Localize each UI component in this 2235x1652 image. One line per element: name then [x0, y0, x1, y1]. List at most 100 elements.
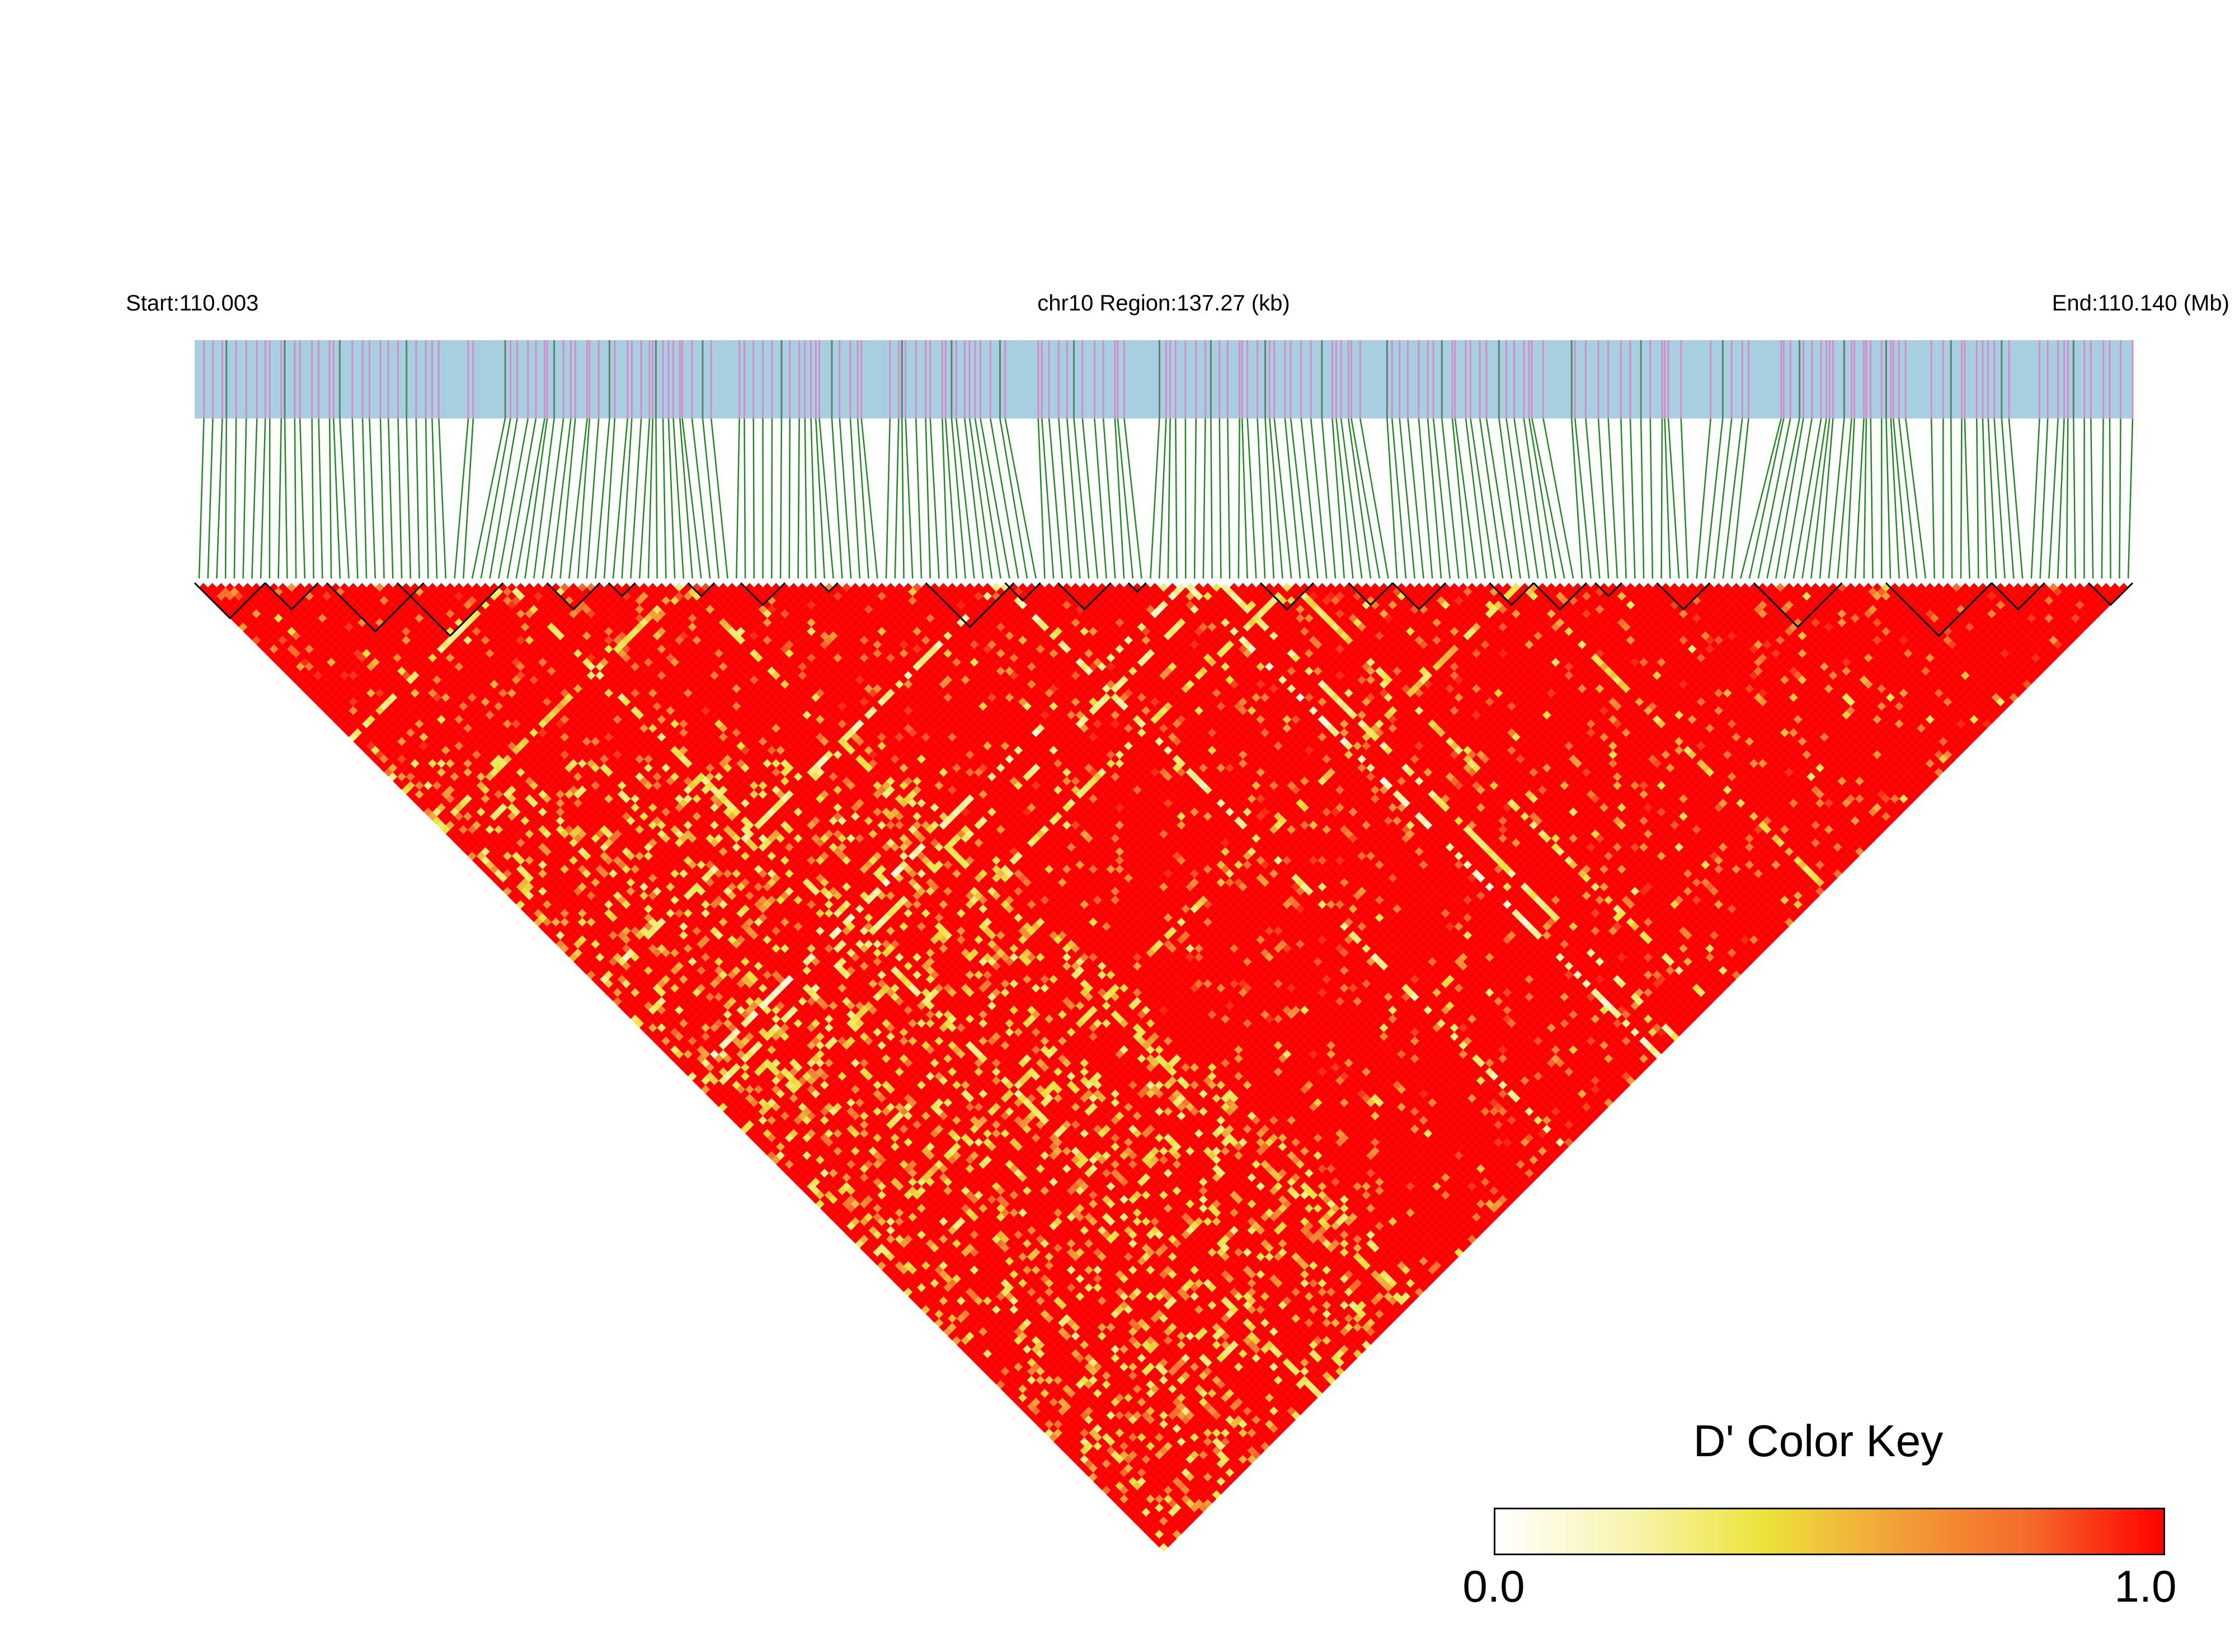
- ld-cell: [362, 746, 371, 755]
- snp-connector: [328, 418, 332, 579]
- ld-cell: [652, 1028, 662, 1037]
- snp-connector: [1273, 418, 1292, 579]
- snp-connector: [2065, 418, 2069, 579]
- snp-connector: [1432, 418, 1451, 579]
- snp-connector: [351, 418, 359, 579]
- ld-cell: [991, 1376, 1001, 1385]
- ld-cell: [1093, 1477, 1102, 1486]
- ld-cell: [802, 1177, 812, 1187]
- ld-cell: [410, 785, 420, 794]
- snp-connector: [1905, 418, 1927, 579]
- snp-connector: [788, 418, 791, 579]
- ld-cell: [247, 631, 257, 641]
- snp-connector: [1347, 418, 1372, 579]
- ld-cell: [428, 812, 437, 821]
- ld-cell: [617, 992, 627, 1001]
- snp-connector: [2008, 418, 2024, 579]
- ld-cell: [577, 953, 587, 962]
- ld-cell: [987, 1371, 996, 1380]
- snp-connector: [1386, 418, 1398, 579]
- snp-connector: [894, 418, 900, 579]
- ld-cell: [745, 1129, 754, 1138]
- ld-cell: [344, 728, 354, 737]
- snp-connector: [1310, 418, 1328, 579]
- snp-connector: [968, 418, 993, 579]
- snp-connector: [224, 418, 227, 579]
- ld-cell: [432, 807, 441, 817]
- ld-cell: [983, 1367, 992, 1376]
- ld-cell: [287, 671, 297, 680]
- ld-cell: [758, 1142, 768, 1151]
- snp-connector: [299, 418, 306, 579]
- ld-cell: [481, 856, 490, 865]
- snp-connector: [1607, 418, 1618, 579]
- ld-cell: [745, 1120, 754, 1129]
- ld-cell: [842, 1226, 851, 1235]
- snp-connector: [1819, 418, 1834, 579]
- snp-connector: [999, 418, 1028, 579]
- snp-connector: [2057, 418, 2065, 579]
- ld-cell: [776, 1151, 785, 1160]
- snp-connector: [667, 418, 676, 579]
- snp-connector: [1810, 418, 1831, 579]
- snp-connector: [1982, 418, 1988, 579]
- snp-connector: [1158, 418, 1167, 579]
- ld-cell: [424, 807, 433, 817]
- snp-connector: [1004, 418, 1037, 579]
- snp-connector: [1585, 418, 1601, 579]
- snp-connector: [849, 418, 861, 579]
- snp-connector: [1284, 418, 1301, 579]
- ld-cell: [569, 953, 578, 962]
- ld-cell: [727, 1102, 737, 1112]
- ld-cell: [402, 785, 411, 794]
- ld-cell: [820, 1195, 829, 1204]
- snp-connector: [397, 418, 403, 579]
- snp-connector: [339, 418, 350, 579]
- ld-cell: [331, 706, 340, 716]
- snp-connector: [369, 418, 377, 579]
- ld-cell: [256, 640, 265, 649]
- ld-cell: [749, 1133, 759, 1142]
- snp-connector: [1058, 418, 1072, 579]
- ld-cell: [974, 1358, 984, 1367]
- snp-connector: [1193, 418, 1197, 579]
- snp-connector: [542, 418, 564, 579]
- snp-connector: [480, 418, 511, 579]
- ld-cell: [353, 737, 363, 746]
- ld-cell: [692, 1076, 702, 1085]
- snp-connector: [771, 418, 773, 579]
- ld-cell: [626, 1001, 636, 1010]
- ld-cell: [349, 732, 358, 742]
- ld-cell: [357, 741, 367, 751]
- snp-connector: [929, 418, 940, 579]
- ld-cell: [868, 1243, 878, 1253]
- snp-connector: [944, 418, 958, 579]
- ld-cell: [675, 1049, 684, 1059]
- ld-cell: [859, 1243, 869, 1253]
- ld-cell: [503, 887, 512, 896]
- ld-cell: [784, 1160, 794, 1169]
- ld-cell: [705, 1080, 714, 1090]
- ld-cell: [490, 864, 499, 874]
- ld-cell: [965, 1349, 975, 1358]
- ld-cell: [362, 737, 371, 746]
- ld-cell: [1141, 1525, 1151, 1535]
- gene-track: [195, 340, 2134, 418]
- ld-cell: [296, 671, 305, 680]
- snp-connector: [497, 418, 529, 579]
- ld-cell: [283, 657, 292, 667]
- ld-cell: [221, 596, 230, 605]
- ld-cell: [525, 900, 534, 909]
- ld-cell: [613, 988, 622, 997]
- snp-connector: [1784, 418, 1813, 579]
- snp-connector: [1837, 418, 1852, 579]
- ld-cell: [542, 926, 552, 935]
- snp-connector: [1290, 418, 1310, 579]
- ld-cell: [1155, 1538, 1164, 1548]
- snp-connector: [1597, 418, 1610, 579]
- ld-cell: [256, 631, 265, 641]
- snp-connector: [454, 418, 469, 579]
- snp-connector: [662, 418, 667, 579]
- ld-cell: [833, 1217, 843, 1226]
- snp-connector: [672, 418, 685, 579]
